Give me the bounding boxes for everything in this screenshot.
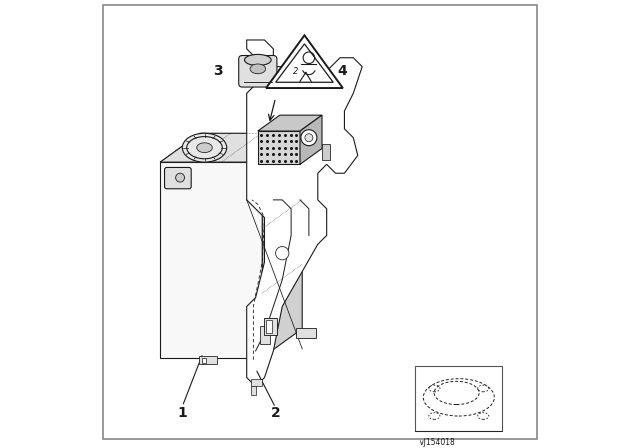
Bar — [415, 366, 502, 431]
Polygon shape — [160, 133, 302, 162]
Bar — [251, 387, 257, 395]
Ellipse shape — [182, 133, 227, 162]
Text: 2: 2 — [293, 67, 298, 76]
Polygon shape — [246, 58, 362, 387]
FancyBboxPatch shape — [164, 168, 191, 189]
Text: 3: 3 — [213, 64, 223, 78]
Circle shape — [276, 246, 289, 260]
Polygon shape — [266, 35, 343, 88]
Ellipse shape — [244, 54, 271, 65]
Text: 2: 2 — [271, 406, 280, 420]
Bar — [251, 379, 262, 387]
Circle shape — [301, 130, 317, 146]
Bar — [258, 131, 300, 164]
FancyBboxPatch shape — [239, 56, 277, 87]
Text: 4: 4 — [337, 64, 347, 78]
Text: 1: 1 — [177, 406, 187, 420]
Bar — [266, 320, 271, 333]
Bar — [322, 144, 330, 160]
Polygon shape — [262, 133, 302, 358]
Bar — [160, 162, 262, 358]
Circle shape — [305, 134, 313, 142]
Ellipse shape — [250, 64, 266, 74]
Bar — [264, 318, 277, 336]
Polygon shape — [258, 115, 322, 131]
Bar — [296, 328, 316, 338]
Bar — [199, 356, 217, 364]
Circle shape — [175, 173, 184, 182]
Bar — [202, 358, 206, 363]
Polygon shape — [300, 115, 322, 164]
Ellipse shape — [196, 143, 212, 153]
Bar — [260, 327, 270, 344]
Text: ∨J154018: ∨J154018 — [418, 438, 454, 447]
